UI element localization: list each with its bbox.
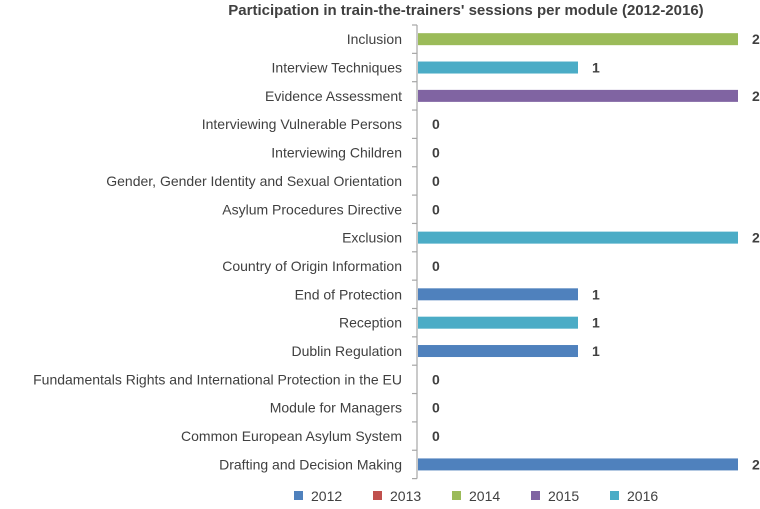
data-label: 1 bbox=[592, 60, 600, 76]
bar bbox=[418, 345, 578, 358]
data-label: 0 bbox=[432, 116, 440, 132]
category-label: Exclusion bbox=[342, 230, 402, 246]
data-label: 0 bbox=[432, 173, 440, 189]
data-label: 2 bbox=[752, 230, 760, 246]
legend-label: 2012 bbox=[311, 488, 342, 504]
category-label: Asylum Procedures Directive bbox=[222, 201, 402, 217]
bar bbox=[418, 231, 738, 244]
data-label: 2 bbox=[752, 88, 760, 104]
category-label: Gender, Gender Identity and Sexual Orien… bbox=[106, 173, 402, 189]
legend-swatch bbox=[531, 491, 540, 500]
legend-label: 2014 bbox=[469, 488, 500, 504]
data-label: 0 bbox=[432, 428, 440, 444]
legend-swatch bbox=[452, 491, 461, 500]
category-label: Dublin Regulation bbox=[291, 343, 402, 359]
bar bbox=[418, 89, 738, 102]
category-label: Common European Asylum System bbox=[181, 428, 402, 444]
category-label: Fundamentals Rights and International Pr… bbox=[33, 371, 402, 387]
category-label: End of Protection bbox=[295, 286, 402, 302]
category-labels: Inclusion Interview Techniques Evidence As… bbox=[33, 31, 402, 472]
category-label: Evidence Assessment bbox=[265, 88, 402, 104]
category-label: Reception bbox=[339, 315, 402, 331]
category-label: Inclusion bbox=[347, 31, 402, 47]
data-label: 0 bbox=[432, 145, 440, 161]
y-axis bbox=[412, 24, 418, 480]
legend-swatch bbox=[294, 491, 303, 500]
bar bbox=[418, 33, 738, 46]
data-label: 1 bbox=[592, 286, 600, 302]
bar bbox=[418, 458, 738, 471]
legend-label: 2013 bbox=[390, 488, 421, 504]
category-label: Interviewing Vulnerable Persons bbox=[202, 116, 402, 132]
data-label: 0 bbox=[432, 400, 440, 416]
category-label: Drafting and Decision Making bbox=[219, 456, 402, 472]
category-label: Module for Managers bbox=[270, 400, 402, 416]
legend-swatch bbox=[610, 491, 619, 500]
category-label: Country of Origin Information bbox=[222, 258, 402, 274]
legend-label: 2015 bbox=[548, 488, 579, 504]
bars bbox=[418, 33, 738, 471]
chart-title: Participation in train-the-trainers' ses… bbox=[228, 2, 703, 19]
bar bbox=[418, 288, 578, 301]
data-label: 0 bbox=[432, 371, 440, 387]
data-labels: 2 1 2 0 0 0 0 2 0 1 1 1 0 0 0 2 bbox=[432, 31, 760, 472]
legend: 2012 2013 2014 2015 2016 bbox=[294, 488, 658, 504]
bar bbox=[418, 316, 578, 329]
data-label: 1 bbox=[592, 343, 600, 359]
data-label: 0 bbox=[432, 258, 440, 274]
data-label: 2 bbox=[752, 31, 760, 47]
data-label: 1 bbox=[592, 315, 600, 331]
category-label: Interviewing Children bbox=[271, 145, 402, 161]
legend-label: 2016 bbox=[627, 488, 658, 504]
data-label: 0 bbox=[432, 201, 440, 217]
data-label: 2 bbox=[752, 456, 760, 472]
category-label: Interview Techniques bbox=[272, 60, 402, 76]
bar bbox=[418, 61, 578, 74]
legend-swatch bbox=[373, 491, 382, 500]
